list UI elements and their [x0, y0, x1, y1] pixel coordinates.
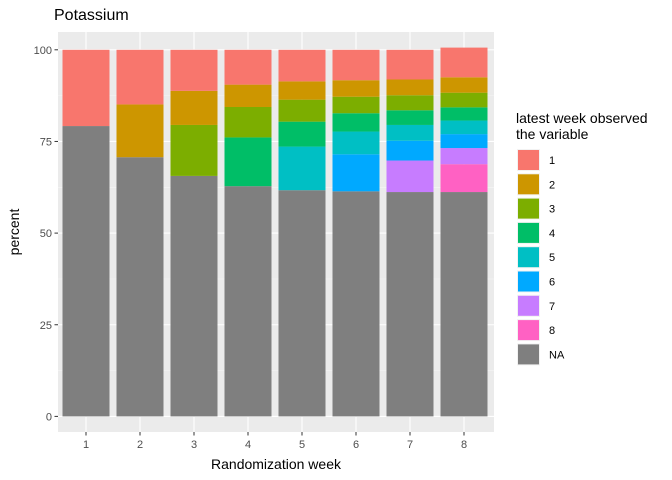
- bar-segment-week-1-1: [62, 49, 110, 127]
- legend-label: 8: [549, 325, 555, 337]
- x-tick-label: 8: [461, 439, 467, 451]
- y-tick-label: 100: [34, 45, 52, 57]
- bar-segment-week-6-4: [332, 113, 380, 132]
- bar-segment-week-8-5: [440, 120, 488, 135]
- legend-swatch: [518, 295, 539, 316]
- legend-label: 2: [549, 179, 555, 191]
- bars: [62, 47, 488, 417]
- x-axis: 1 2 3 4 5 6 7 8: [83, 432, 467, 451]
- legend-swatch: [518, 271, 539, 292]
- bar-segment-week-2-2: [116, 104, 164, 158]
- bar-segment-week-4-NA: [224, 186, 272, 417]
- y-axis-label: percent: [6, 209, 22, 256]
- bar-segment-week-6-5: [332, 131, 380, 155]
- bar-segment-week-3-2: [170, 90, 218, 125]
- x-tick-label: 6: [353, 439, 359, 451]
- legend-item-NA: NA: [517, 343, 565, 366]
- bar-segment-week-7-4: [386, 110, 434, 125]
- legend-label: 5: [549, 252, 555, 264]
- y-tick-label: 50: [40, 228, 52, 240]
- legend-swatch: [518, 198, 539, 219]
- bar-segment-week-8-8: [440, 164, 488, 193]
- x-tick-label: 5: [299, 439, 305, 451]
- legend-label: 1: [549, 155, 555, 167]
- legend-item-7: 7: [517, 294, 555, 317]
- legend-title: the variable: [516, 126, 589, 142]
- bar-segment-week-4-3: [224, 106, 272, 138]
- bar-segment-week-8-1: [440, 47, 488, 78]
- legend-item-4: 4: [517, 221, 555, 244]
- bar-segment-week-7-7: [386, 160, 434, 193]
- legend-item-2: 2: [517, 173, 555, 196]
- y-tick-label: 25: [40, 320, 52, 332]
- bar-segment-week-3-NA: [170, 175, 218, 417]
- legend-title: latest week observed: [516, 110, 648, 126]
- legend: latest week observed the variable 1 2 3 4 5 6 7…: [516, 110, 648, 366]
- legend-swatch: [518, 174, 539, 195]
- legend-item-6: 6: [517, 270, 555, 293]
- bar-segment-week-7-6: [386, 140, 434, 161]
- chart-title: Potassium: [54, 7, 129, 24]
- legend-swatch: [518, 247, 539, 268]
- bar-segment-week-8-7: [440, 148, 488, 165]
- bar-segment-week-3-1: [170, 49, 218, 91]
- legend-label: 6: [549, 277, 555, 289]
- bar-segment-week-5-1: [278, 49, 326, 82]
- legend-swatch: [518, 150, 539, 170]
- bar-segment-week-2-1: [116, 49, 164, 105]
- bar-segment-week-2-NA: [116, 157, 164, 417]
- bar-segment-week-3-3: [170, 124, 218, 176]
- x-tick-label: 7: [407, 439, 413, 451]
- bar-segment-week-8-NA: [440, 192, 488, 417]
- bar-segment-week-7-NA: [386, 192, 434, 417]
- bar-segment-week-6-NA: [332, 191, 380, 417]
- legend-item-1: 1: [517, 149, 555, 171]
- legend-swatch: [518, 222, 539, 243]
- bar-segment-week-8-2: [440, 77, 488, 93]
- x-tick-label: 2: [137, 439, 143, 451]
- x-axis-label: Randomization week: [211, 456, 342, 472]
- legend-item-5: 5: [517, 246, 555, 269]
- legend-label: NA: [549, 349, 565, 361]
- bar-segment-week-7-2: [386, 79, 434, 96]
- bar-segment-week-5-NA: [278, 190, 326, 417]
- legend-item-3: 3: [517, 197, 555, 220]
- legend-label: 4: [549, 228, 555, 240]
- bar-segment-week-4-1: [224, 49, 272, 85]
- bar-segment-week-6-1: [332, 49, 380, 81]
- legend-item-8: 8: [517, 319, 555, 342]
- bar-segment-week-5-3: [278, 99, 326, 122]
- y-axis: 0 25 50 75 100: [34, 45, 58, 423]
- legend-swatch: [518, 344, 539, 365]
- bar-segment-week-8-3: [440, 92, 488, 108]
- bar-segment-week-6-2: [332, 80, 380, 97]
- bar-segment-week-5-5: [278, 146, 326, 191]
- bar-segment-week-8-6: [440, 134, 488, 149]
- x-tick-label: 1: [83, 439, 89, 451]
- bar-segment-week-4-2: [224, 84, 272, 107]
- bar-segment-week-6-6: [332, 154, 380, 192]
- bar-segment-week-1-NA: [62, 126, 110, 417]
- bar-segment-week-4-4: [224, 137, 272, 187]
- y-tick-label: 75: [40, 136, 52, 148]
- bar-segment-week-5-4: [278, 121, 326, 147]
- x-tick-label: 4: [245, 439, 251, 451]
- legend-swatch: [518, 320, 539, 341]
- x-tick-label: 3: [191, 439, 197, 451]
- legend-label: 3: [549, 204, 555, 216]
- bar-segment-week-7-1: [386, 49, 434, 80]
- bar-segment-week-8-4: [440, 107, 488, 121]
- y-tick-label: 0: [46, 411, 52, 423]
- bar-segment-week-5-2: [278, 81, 326, 100]
- bar-segment-week-7-3: [386, 95, 434, 111]
- bar-segment-week-7-5: [386, 124, 434, 141]
- legend-label: 7: [549, 301, 555, 313]
- bar-segment-week-6-3: [332, 96, 380, 114]
